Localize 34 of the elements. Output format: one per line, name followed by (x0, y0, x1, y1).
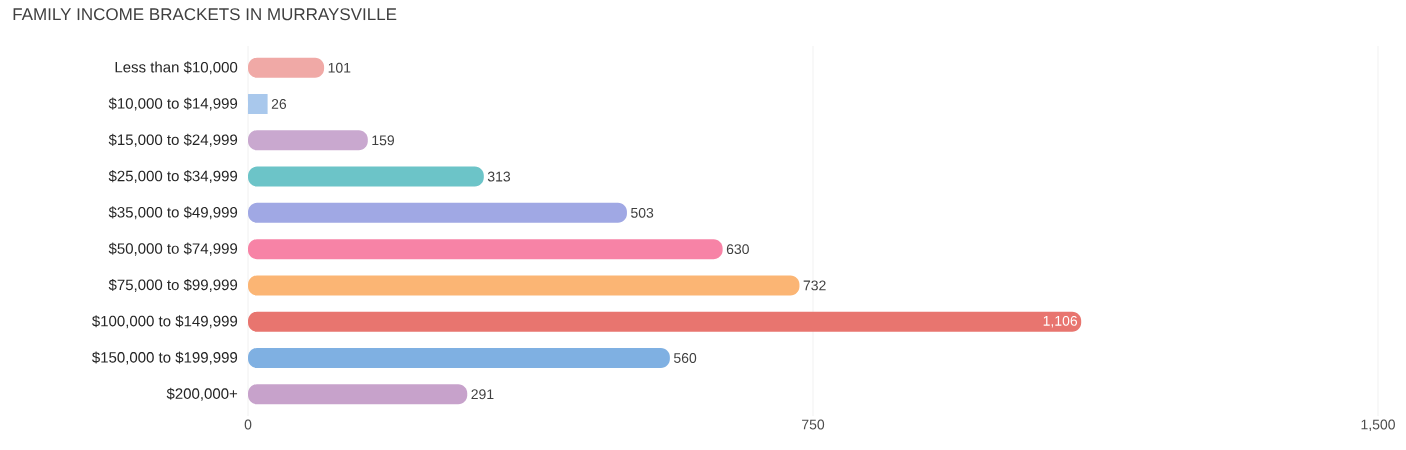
data-label: 560 (673, 352, 697, 363)
y-tick-label: $75,000 to $99,999 (108, 278, 238, 292)
y-tick-label: $50,000 to $74,999 (108, 242, 238, 256)
y-tick-label: $200,000+ (166, 387, 238, 401)
bar (248, 347, 670, 368)
bar (248, 130, 368, 151)
bar (248, 166, 484, 187)
data-label: 630 (726, 244, 749, 255)
bar (248, 57, 325, 78)
y-tick-label: $25,000 to $34,999 (108, 170, 238, 184)
bar (248, 202, 627, 223)
bar (248, 275, 800, 296)
x-tick-label: 750 (802, 419, 825, 430)
y-tick-label: $35,000 to $49,999 (108, 206, 238, 220)
x-tick-label: 0 (244, 419, 252, 430)
bar (248, 239, 723, 260)
bar (248, 311, 1082, 332)
bar (248, 94, 268, 115)
y-tick-label: $150,000 to $199,999 (92, 351, 238, 365)
y-tick-label: Less than $10,000 (115, 61, 238, 75)
chart-title: FAMILY INCOME BRACKETS IN MURRAYSVILLE (13, 8, 397, 21)
y-tick-label: $100,000 to $149,999 (92, 315, 238, 329)
data-label: 313 (487, 171, 511, 182)
data-label: 1,106 (1043, 315, 1078, 328)
data-label: 732 (803, 280, 826, 291)
bar (248, 384, 468, 405)
data-label: 503 (631, 207, 654, 218)
data-label: 26 (271, 99, 287, 109)
x-tick-label: 1,500 (1361, 419, 1395, 432)
y-tick-label: $10,000 to $14,999 (108, 97, 238, 111)
data-label: 101 (328, 62, 351, 73)
data-label: 291 (471, 389, 494, 400)
data-label: 159 (372, 135, 395, 146)
y-tick-label: $15,000 to $24,999 (108, 133, 238, 147)
